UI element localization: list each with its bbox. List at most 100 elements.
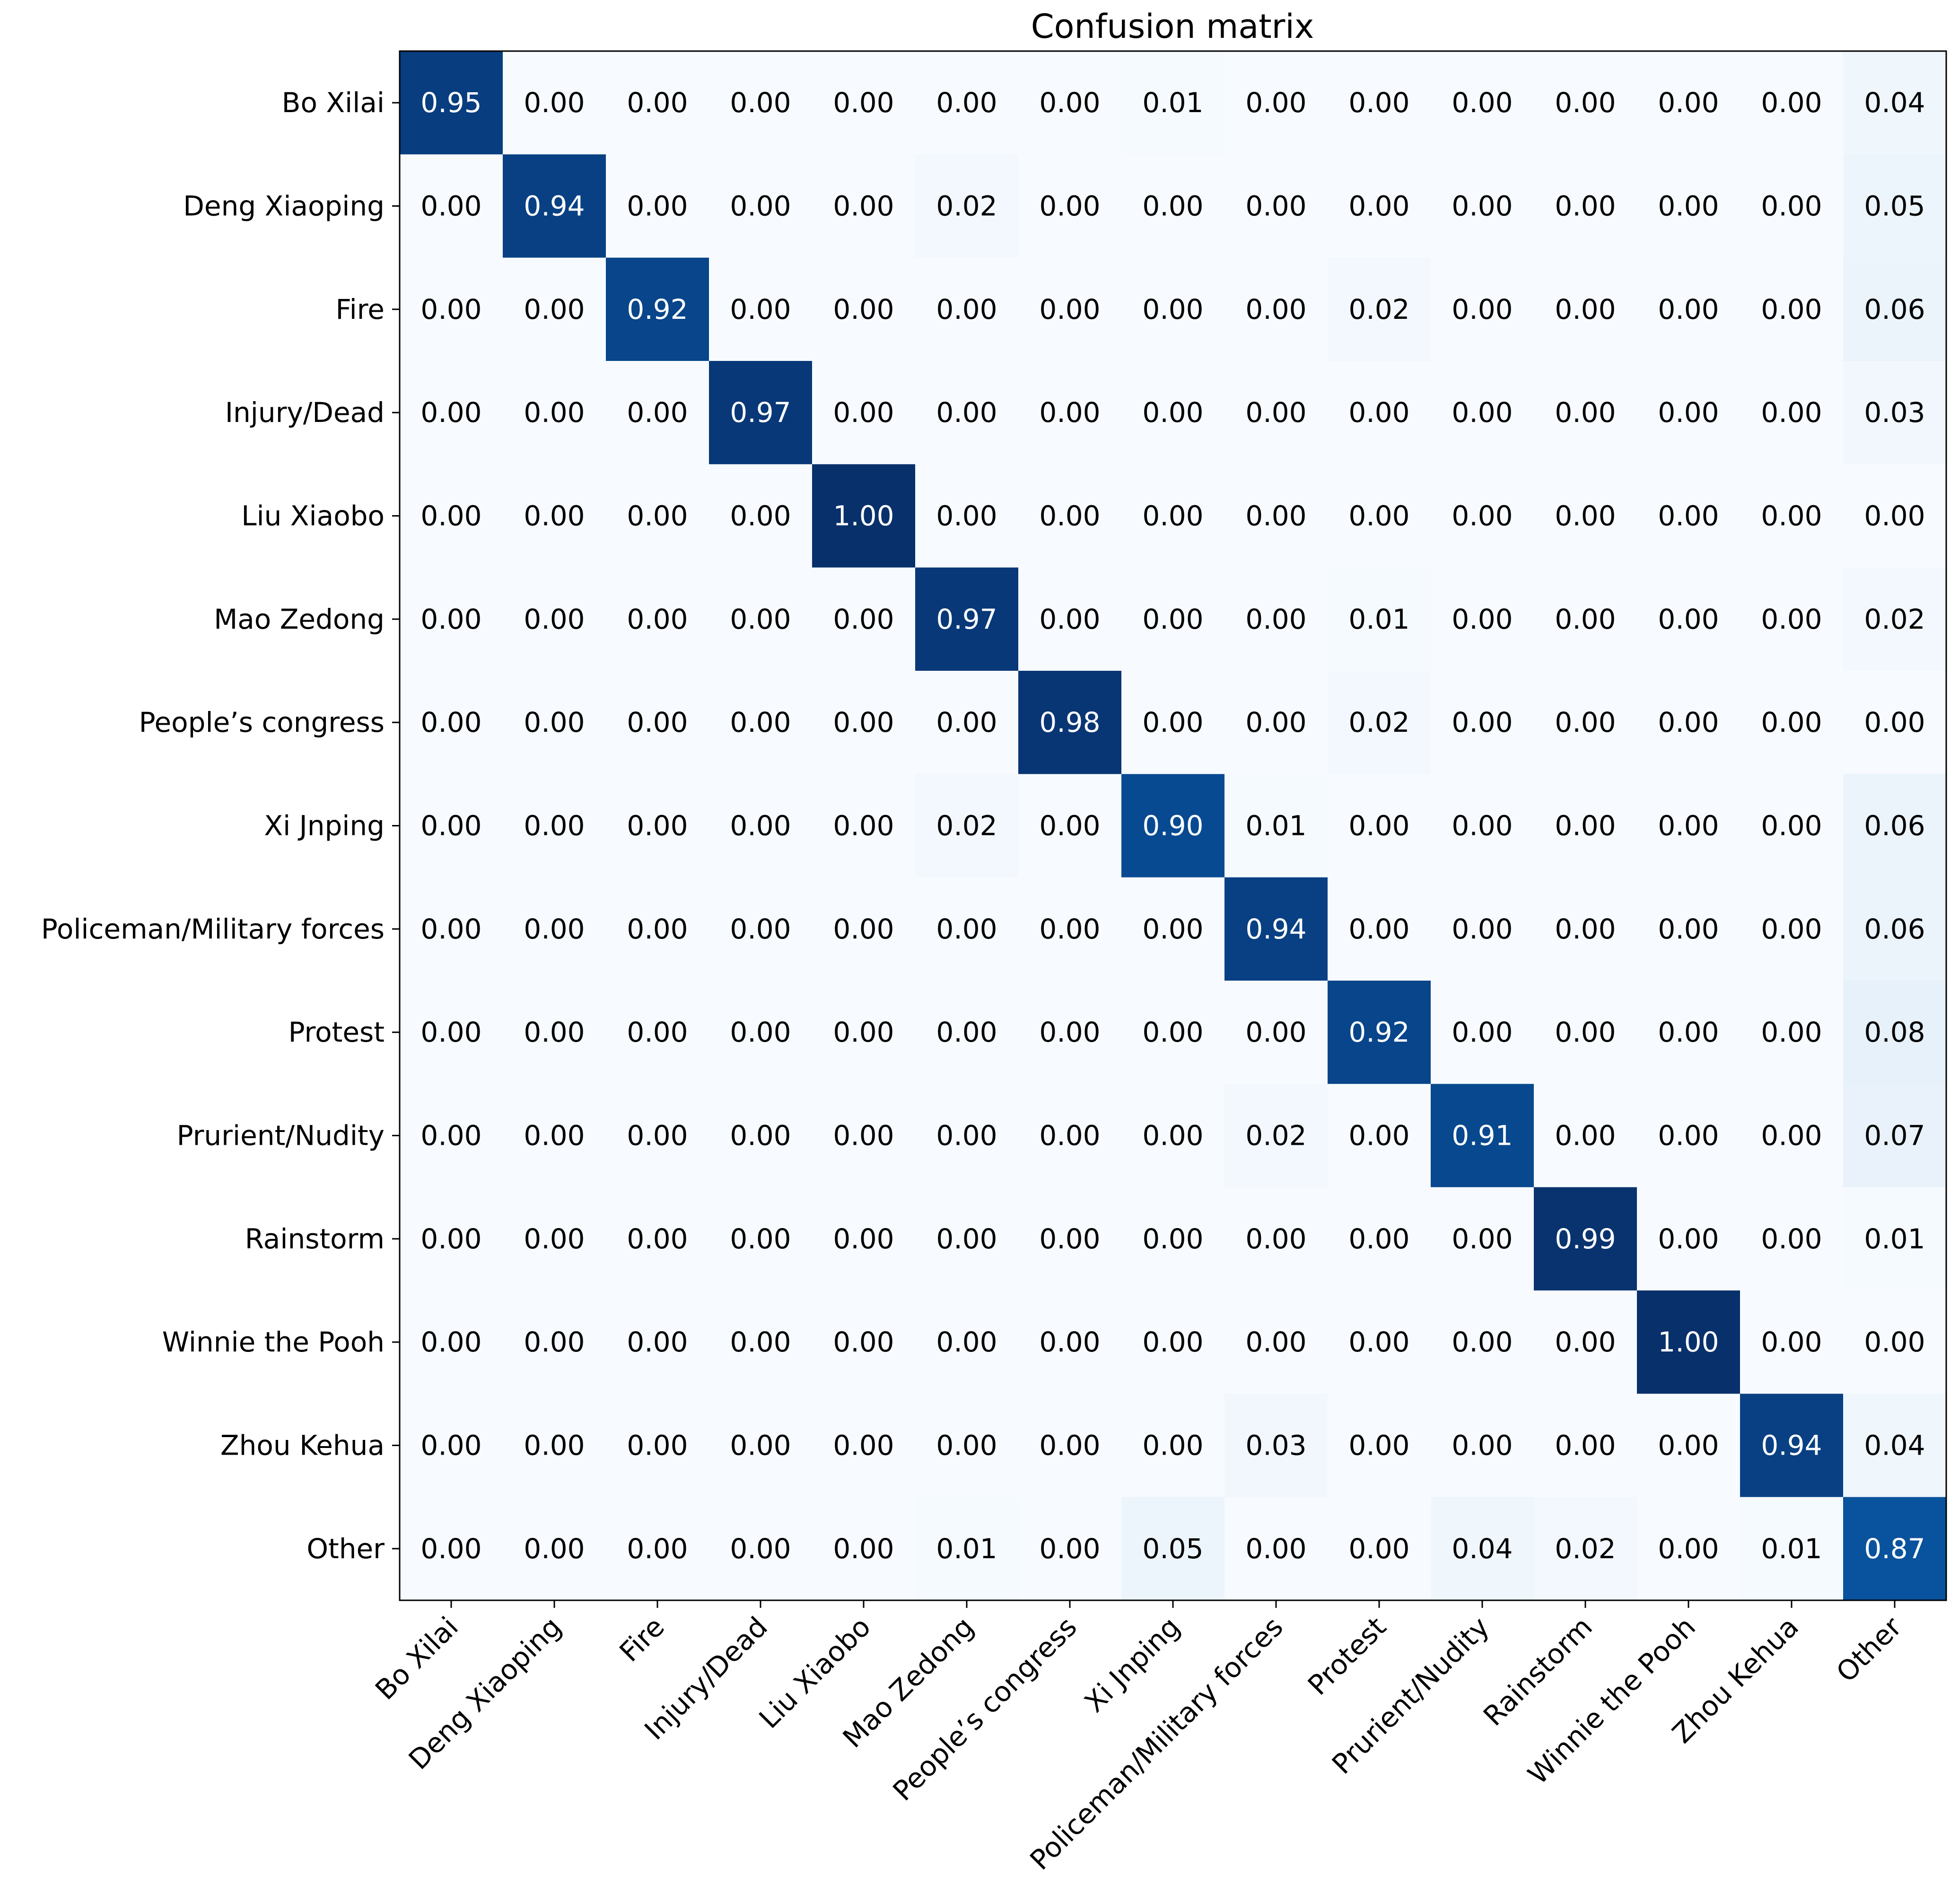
heatmap-cell [1843, 1084, 1947, 1188]
cell-value-label: 0.92 [627, 293, 688, 325]
cell-value-label: 0.92 [1348, 1016, 1409, 1048]
cell-value-label: 0.00 [833, 810, 894, 842]
cell-value-label: 0.00 [1039, 913, 1100, 945]
cell-value-label: 0.00 [524, 603, 585, 635]
heatmap-cell [400, 877, 503, 981]
heatmap-cell [1637, 361, 1740, 465]
cell-value-label: 0.00 [420, 1016, 481, 1048]
heatmap-cell [503, 464, 606, 568]
y-tick-label: Deng Xiaoping [183, 190, 385, 222]
cell-value-label: 0.00 [420, 1533, 481, 1565]
heatmap-cell [1534, 981, 1637, 1084]
cell-value-label: 0.00 [833, 1223, 894, 1255]
heatmap-cell [1843, 257, 1947, 361]
cell-value-label: 0.00 [1555, 603, 1616, 635]
heatmap-cell [709, 567, 813, 671]
heatmap-cell [1328, 464, 1431, 568]
heatmap-cell [915, 877, 1019, 981]
cell-value-label: 0.00 [627, 500, 688, 532]
heatmap-cell [1740, 1497, 1844, 1601]
heatmap-cell [709, 1187, 813, 1291]
cell-value-label: 0.00 [627, 1430, 688, 1462]
cell-value-label: 0.00 [1245, 603, 1306, 635]
heatmap-cell [709, 981, 813, 1084]
heatmap-cell [812, 51, 916, 155]
heatmap-cell [1637, 1084, 1740, 1188]
heatmap-cell [1637, 257, 1740, 361]
heatmap-cell [1740, 774, 1844, 878]
heatmap-cell [606, 1084, 709, 1188]
heatmap-cell [709, 1290, 813, 1394]
heatmap-cell [709, 671, 813, 774]
cell-value-label: 0.00 [1348, 1223, 1409, 1255]
cell-value-label: 0.00 [420, 1430, 481, 1462]
cell-value-label: 0.00 [1348, 1430, 1409, 1462]
heatmap-cell [1740, 981, 1844, 1084]
heatmap-cell [1121, 464, 1225, 568]
cell-value-label: 0.04 [1864, 87, 1925, 119]
heatmap-cell [1224, 51, 1328, 155]
heatmap-cell [1637, 877, 1740, 981]
cell-value-label: 0.00 [833, 1533, 894, 1565]
heatmap-cell [1843, 154, 1947, 258]
cell-value-label: 0.00 [1658, 500, 1719, 532]
cell-value-label: 0.90 [1142, 810, 1203, 842]
cell-value-label: 0.00 [1348, 190, 1409, 222]
heatmap-cell [1018, 1084, 1122, 1188]
heatmap-cell [400, 1394, 503, 1498]
cell-value-label: 0.00 [730, 190, 791, 222]
heatmap-cell [1843, 1187, 1947, 1291]
heatmap-cell [606, 981, 709, 1084]
cell-value-label: 0.00 [627, 706, 688, 738]
heatmap-cell [812, 464, 916, 568]
heatmap-cell [606, 1187, 709, 1291]
heatmap-cell [1431, 1187, 1534, 1291]
cell-value-label: 0.00 [1761, 1223, 1822, 1255]
cell-value-label: 0.04 [1864, 1430, 1925, 1462]
cell-value-label: 0.00 [1658, 603, 1719, 635]
heatmap-cell [1121, 154, 1225, 258]
cell-value-label: 0.00 [1348, 913, 1409, 945]
heatmap-cell [1328, 1084, 1431, 1188]
cell-value-label: 0.00 [524, 913, 585, 945]
heatmap-cell [400, 1084, 503, 1188]
cell-value-label: 0.00 [627, 87, 688, 119]
cell-value-label: 0.00 [936, 87, 997, 119]
heatmap-cell [1740, 1084, 1844, 1188]
cell-value-label: 0.01 [936, 1533, 997, 1565]
cell-value-label: 0.00 [524, 396, 585, 429]
heatmap-cell [1740, 154, 1844, 258]
heatmap-cell [503, 981, 606, 1084]
cell-value-label: 0.00 [1658, 1430, 1719, 1462]
heatmap-cell [1740, 1394, 1844, 1498]
cell-value-label: 0.94 [1761, 1430, 1822, 1462]
cell-value-label: 0.00 [833, 293, 894, 325]
heatmap-cell [709, 1497, 813, 1601]
y-tick-label: Mao Zedong [214, 603, 385, 635]
cell-value-label: 0.00 [936, 293, 997, 325]
cell-value-label: 0.99 [1555, 1223, 1616, 1255]
heatmap-cell [1328, 1497, 1431, 1601]
heatmap-cell [400, 361, 503, 465]
heatmap-cell [1328, 981, 1431, 1084]
cell-value-label: 0.00 [524, 810, 585, 842]
y-tick-label: Winnie the Pooh [162, 1326, 385, 1358]
cell-value-label: 0.00 [1142, 603, 1203, 635]
cell-value-label: 0.00 [627, 396, 688, 429]
cell-value-label: 0.01 [1761, 1533, 1822, 1565]
cell-value-label: 0.00 [833, 1016, 894, 1048]
heatmap-cell [812, 774, 916, 878]
heatmap-cell [812, 1497, 916, 1601]
cell-value-label: 0.00 [730, 706, 791, 738]
heatmap-cell [1431, 464, 1534, 568]
cell-value-label: 0.00 [1245, 396, 1306, 429]
heatmap-cell [1121, 981, 1225, 1084]
heatmap-cell [1843, 464, 1947, 568]
cell-value-label: 0.02 [1555, 1533, 1616, 1565]
heatmap-cell [1224, 981, 1328, 1084]
heatmap-cell [915, 51, 1019, 155]
cell-value-label: 1.00 [1658, 1326, 1719, 1358]
heatmap-cell [709, 877, 813, 981]
cell-value-label: 0.00 [627, 1223, 688, 1255]
cell-value-label: 0.00 [730, 1430, 791, 1462]
